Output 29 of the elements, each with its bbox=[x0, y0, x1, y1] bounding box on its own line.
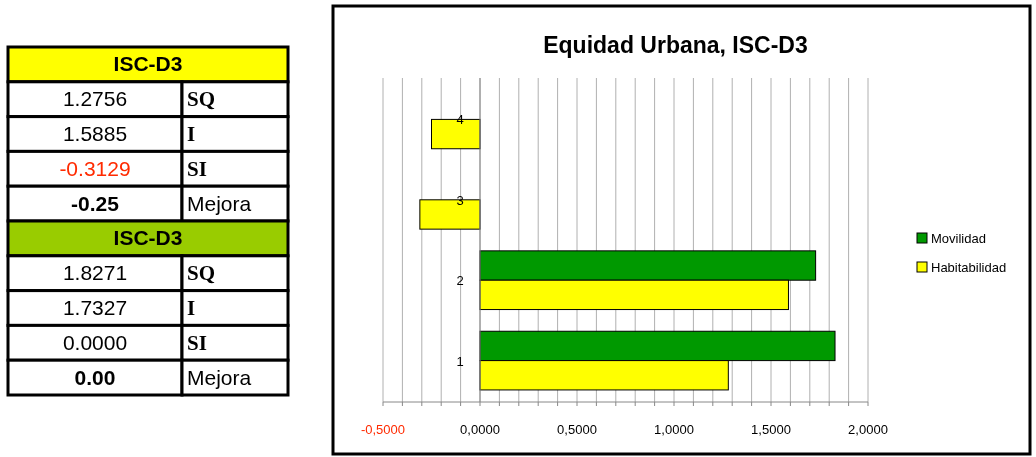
x-tick-label: 1,5000 bbox=[751, 422, 791, 437]
x-tick-label: 0,5000 bbox=[557, 422, 597, 437]
text: SI bbox=[187, 330, 207, 355]
text: 1.8271 bbox=[62, 261, 128, 285]
text: -0.3129 bbox=[59, 156, 131, 180]
text: ISC-D3 bbox=[113, 226, 183, 250]
x-tick-label: 2,0000 bbox=[848, 422, 888, 437]
text: SQ bbox=[187, 87, 216, 112]
chart-title: Equidad Urbana, ISC-D3 bbox=[543, 32, 808, 58]
text: 1.7327 bbox=[62, 296, 128, 319]
text: Mejora bbox=[187, 191, 252, 215]
text: 0.00 bbox=[74, 365, 116, 389]
text: 0.0000 bbox=[62, 330, 128, 354]
legend-label: Habitabilidad bbox=[931, 260, 1007, 275]
x-tick-label: 0,0000 bbox=[460, 422, 500, 437]
x-tick-label: -0,5000 bbox=[360, 422, 406, 437]
text: 1.2756 bbox=[62, 87, 128, 111]
legend-label: Movilidad bbox=[931, 231, 986, 246]
text: Mejora bbox=[187, 365, 252, 389]
text: SQ bbox=[187, 261, 216, 286]
text: I bbox=[187, 296, 196, 320]
text: SI bbox=[187, 156, 207, 181]
text: 1.5885 bbox=[62, 122, 128, 145]
y-tick-label: 2 bbox=[456, 273, 464, 289]
text: ISC-D3 bbox=[113, 52, 183, 76]
y-tick-label: 1 bbox=[456, 353, 464, 369]
x-tick-label: 1,0000 bbox=[654, 422, 694, 437]
text: I bbox=[187, 122, 196, 146]
text: -0.25 bbox=[71, 191, 120, 215]
